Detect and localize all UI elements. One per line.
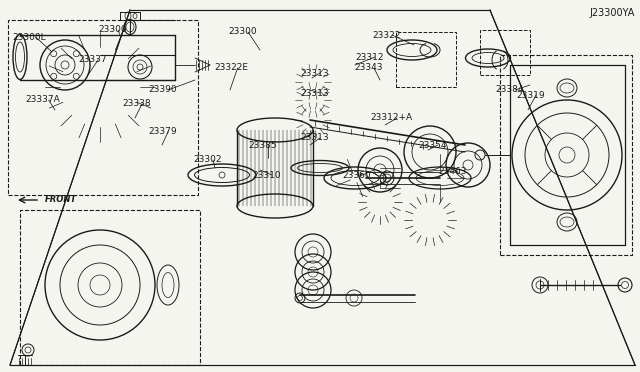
Text: 23310: 23310 [252, 170, 280, 180]
Text: 23322: 23322 [372, 31, 401, 39]
Text: 23313: 23313 [300, 68, 328, 77]
Text: 23354: 23354 [418, 141, 447, 150]
Text: 23302: 23302 [193, 155, 221, 164]
Text: 23360: 23360 [342, 170, 371, 180]
Text: 23300L: 23300L [12, 32, 45, 42]
Bar [20, 210, 200, 365]
Text: 23390: 23390 [148, 86, 177, 94]
Text: 23300: 23300 [98, 26, 127, 35]
Text: 23343: 23343 [354, 64, 383, 73]
Text: 23313: 23313 [300, 134, 328, 142]
Text: 23379: 23379 [148, 128, 177, 137]
Text: 23337: 23337 [78, 55, 107, 64]
Text: 23312: 23312 [355, 52, 383, 61]
Text: 23338: 23338 [122, 99, 150, 109]
Text: 23337A: 23337A [25, 96, 60, 105]
Text: J23300YA: J23300YA [589, 8, 635, 18]
Bar [396, 32, 456, 87]
Text: 23463: 23463 [438, 167, 467, 176]
Text: FRONT: FRONT [45, 196, 77, 205]
Text: 23300: 23300 [228, 28, 257, 36]
Text: 23384: 23384 [495, 86, 524, 94]
Text: 23385: 23385 [248, 141, 276, 150]
Text: 23312+A: 23312+A [370, 113, 412, 122]
Text: 23313: 23313 [300, 89, 328, 97]
Bar [8, 20, 198, 195]
Text: 23319: 23319 [516, 90, 545, 99]
Bar [480, 30, 530, 75]
Text: 23322E: 23322E [214, 64, 248, 73]
Bar [500, 55, 632, 255]
